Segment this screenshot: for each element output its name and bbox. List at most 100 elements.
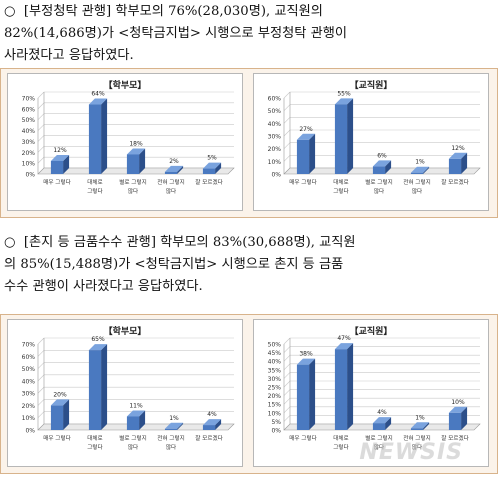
bar <box>50 160 64 174</box>
x-tick-label: 그렇다 <box>87 443 102 451</box>
bar <box>202 168 216 174</box>
paragraph-line: 82%(14,686명)가 <청탁금지법> 시행으로 부정청탁 관행이 <box>4 26 347 41</box>
x-tick-label: 대체로 <box>87 434 102 442</box>
x-tick-label: 매우 그렇다 <box>43 178 71 186</box>
y-tick-label: 0% <box>271 172 281 179</box>
chart-svg: 【학부모】 0% 10% 20% 30% 40% 50% 60% 70% 12% 매우 그렇다 64%… <box>22 79 235 195</box>
paragraph-line: [부정청탁 관행] 학부모의 76%(28,030명), 교직원의 <box>23 4 323 19</box>
bar <box>334 349 348 430</box>
y-tick-label: 10% <box>268 410 282 417</box>
bar-top <box>296 358 316 365</box>
bar-side <box>385 160 392 174</box>
chart-staff-gifts: 【교직원】 0% 5% 10% 15% 20% 25% 30% 35% 40% 45% 50% 38% 매… <box>253 319 489 467</box>
data-label: 12% <box>451 145 465 152</box>
gridline <box>37 156 45 164</box>
y-tick-label: 0% <box>25 428 35 435</box>
gridline <box>283 142 291 149</box>
gridline <box>37 350 45 357</box>
bar-top <box>88 98 108 105</box>
bar <box>448 158 462 174</box>
gridline <box>283 415 291 422</box>
data-label: 1% <box>415 159 425 166</box>
gridline <box>283 389 291 396</box>
y-tick-label: 70% <box>22 342 36 349</box>
x-tick-label: 전혀 그렇지 <box>157 434 185 442</box>
gridline <box>283 372 291 379</box>
bar-side <box>177 422 184 430</box>
y-tick-label: 30% <box>268 376 282 383</box>
gridline <box>37 102 45 110</box>
bar-side <box>461 152 468 174</box>
x-tick-label: 대체로 <box>333 434 348 442</box>
chart-panel-bribery: 【학부모】 0% 10% 20% 30% 40% 50% 60% 70% 12% 매우 그렇다 64%… <box>0 68 498 218</box>
gridline <box>37 113 45 120</box>
bar-top <box>372 417 392 424</box>
y-tick-label: 45% <box>268 350 282 357</box>
x-tick-label: 잘 모르겠다 <box>195 178 223 186</box>
x-tick-label: 매우 그렇다 <box>289 178 317 186</box>
gridline <box>37 362 45 369</box>
paragraph-line: [촌지 등 금품수수 관행] 학부모의 83%(30,688명), 교직원 <box>23 235 356 250</box>
gridline <box>37 399 45 406</box>
y-tick-label: 10% <box>22 161 36 168</box>
gridline <box>37 374 45 382</box>
y-tick-label: 30% <box>22 391 36 398</box>
x-tick-label: 잘 모르겠다 <box>441 434 469 442</box>
bar-side <box>63 154 70 174</box>
x-tick-label: 별로 그렇지 <box>119 178 147 186</box>
bar <box>126 416 140 430</box>
data-label: 10% <box>451 399 465 406</box>
chart-panel-gifts: 【학부모】 0% 10% 20% 30% 40% 50% 60% 70% 20% 매우 그렇다 65%… <box>0 314 498 474</box>
chart-title: 【학부모】 <box>104 325 147 337</box>
gridline <box>283 337 291 345</box>
x-tick-label: 않다 <box>166 443 176 451</box>
y-tick-label: 10% <box>268 159 282 166</box>
bar-side <box>461 406 468 430</box>
bar-top <box>50 399 70 406</box>
bar-top <box>164 422 184 429</box>
bar-top <box>164 165 184 172</box>
x-tick-label: 전혀 그렇지 <box>157 178 185 186</box>
y-tick-label: 15% <box>268 402 282 409</box>
bar-top <box>126 410 146 417</box>
bar <box>448 412 462 430</box>
bar <box>88 104 102 174</box>
bar-top <box>202 162 222 169</box>
bar-side <box>423 166 430 174</box>
y-tick-label: 60% <box>22 354 36 361</box>
y-tick-label: 0% <box>271 428 281 435</box>
gridline <box>283 91 291 99</box>
x-tick-label: 않다 <box>412 443 422 451</box>
bar <box>50 405 64 430</box>
y-tick-label: 20% <box>22 403 36 410</box>
bar-side <box>139 148 146 174</box>
bar-side <box>347 98 354 174</box>
paragraph-line: 수수 관행이 사라졌다고 응답하였다. <box>4 279 203 294</box>
y-tick-label: 40% <box>268 359 282 366</box>
x-tick-label: 별로 그렇지 <box>119 434 147 442</box>
data-label: 27% <box>299 126 313 133</box>
y-tick-label: 50% <box>268 108 282 115</box>
bar <box>164 428 178 430</box>
gridline <box>283 129 291 137</box>
bar-top <box>334 98 354 105</box>
data-label: 1% <box>169 415 179 422</box>
bar-top <box>50 154 70 161</box>
data-label: 65% <box>91 336 105 343</box>
bar-side <box>347 343 354 430</box>
paragraph-gifts: ○ [촌지 등 금품수수 관행] 학부모의 83%(30,688명), 교직원 … <box>4 232 496 298</box>
y-tick-label: 40% <box>268 121 282 128</box>
x-tick-label: 별로 그렇지 <box>365 434 393 442</box>
y-tick-label: 50% <box>22 366 36 373</box>
gridline <box>283 346 291 353</box>
bar <box>164 171 178 174</box>
gridline <box>283 104 291 111</box>
gridline <box>283 406 291 414</box>
data-label: 47% <box>337 335 351 342</box>
bar-top <box>410 166 430 173</box>
y-tick-label: 50% <box>268 342 282 349</box>
gridline <box>283 117 291 124</box>
bar-top <box>126 148 146 155</box>
gridline <box>283 155 291 162</box>
bar <box>126 154 140 174</box>
